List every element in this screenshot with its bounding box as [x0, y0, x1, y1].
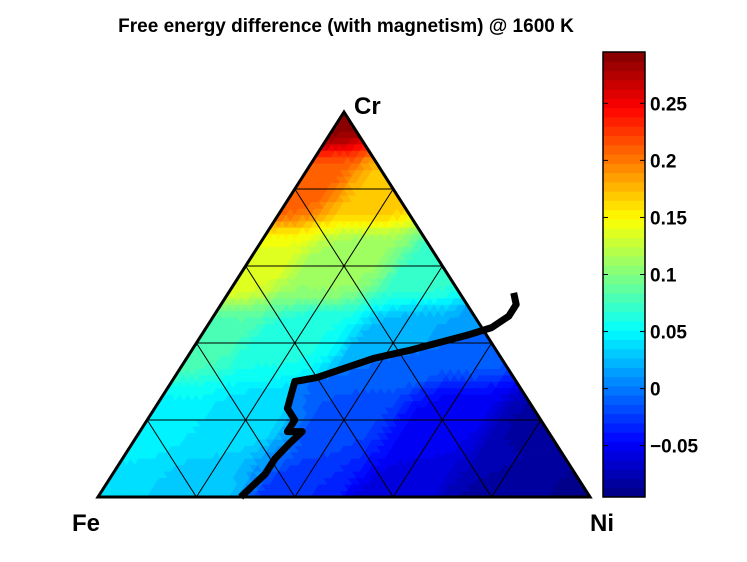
- colorbar-band: [603, 246, 645, 257]
- colorbar-band: [603, 237, 645, 248]
- colorbar-band: [603, 135, 645, 146]
- colorbar-band: [603, 163, 645, 174]
- colorbar-band: [603, 52, 645, 62]
- colorbar-band: [603, 89, 645, 99]
- colorbar-tick-label: 0.05: [650, 323, 687, 344]
- colorbar-band: [603, 459, 645, 470]
- ternary-plot: [95, 109, 593, 500]
- vertex-label-left: Fe: [72, 510, 100, 537]
- colorbar-band: [603, 293, 645, 303]
- colorbar-band: [603, 385, 645, 396]
- colorbar-band: [603, 395, 645, 405]
- colorbar-band: [603, 265, 645, 276]
- colorbar-band: [603, 311, 645, 322]
- colorbar-band: [603, 441, 645, 452]
- colorbar-band: [603, 422, 645, 433]
- vertex-label-top: Cr: [354, 93, 381, 120]
- colorbar-band: [603, 191, 645, 201]
- colorbar-tick-label: 0.1: [650, 266, 677, 287]
- colorbar-band: [603, 487, 645, 497]
- colorbar-band: [603, 478, 645, 489]
- colorbar-band: [603, 79, 645, 90]
- colorbar-band: [603, 320, 645, 331]
- colorbar-band: [603, 200, 645, 211]
- colorbar-band: [603, 357, 645, 368]
- colorbar-band: [603, 181, 645, 192]
- colorbar-band: [603, 61, 645, 72]
- colorbar-band: [603, 228, 645, 239]
- colorbar-tick-label: 0.25: [650, 94, 687, 115]
- colorbar-tick-label: 0.2: [650, 151, 676, 172]
- colorbar-band: [603, 126, 645, 137]
- colorbar-band: [603, 153, 645, 164]
- colorbar-band: [603, 209, 645, 220]
- colorbar-band: [603, 404, 645, 415]
- colorbar-gradient: [603, 52, 645, 497]
- chart-title: Free energy difference (with magnetism) …: [118, 16, 574, 37]
- colorbar-band: [603, 339, 645, 350]
- colorbar-band: [603, 107, 645, 118]
- colorbar-band: [603, 376, 645, 387]
- colorbar-band: [603, 70, 645, 81]
- colorbar-band: [603, 413, 645, 424]
- colorbar-band: [603, 450, 645, 461]
- colorbar-band: [603, 330, 645, 340]
- colorbar-tick-label: 0.15: [650, 208, 687, 229]
- vertex-label-right: Ni: [590, 510, 614, 537]
- colorbar-band: [603, 98, 645, 109]
- colorbar-band: [603, 172, 645, 183]
- colorbar-tick-label: 0: [650, 380, 661, 401]
- colorbar-band: [603, 274, 645, 285]
- colorbar-band: [603, 348, 645, 359]
- colorbar: −0.05 0 0.05 0.1 0.15 0.2 0.25: [602, 51, 699, 498]
- colorbar-tick-label: −0.05: [650, 437, 699, 458]
- colorbar-band: [603, 469, 645, 480]
- colorbar-band: [603, 218, 645, 229]
- colorbar-band: [603, 144, 645, 155]
- colorbar-band: [603, 116, 645, 127]
- colorbar-band: [603, 255, 645, 266]
- colorbar-band: [603, 302, 645, 313]
- colorbar-band: [603, 432, 645, 442]
- colorbar-band: [603, 283, 645, 294]
- colorbar-band: [603, 367, 645, 378]
